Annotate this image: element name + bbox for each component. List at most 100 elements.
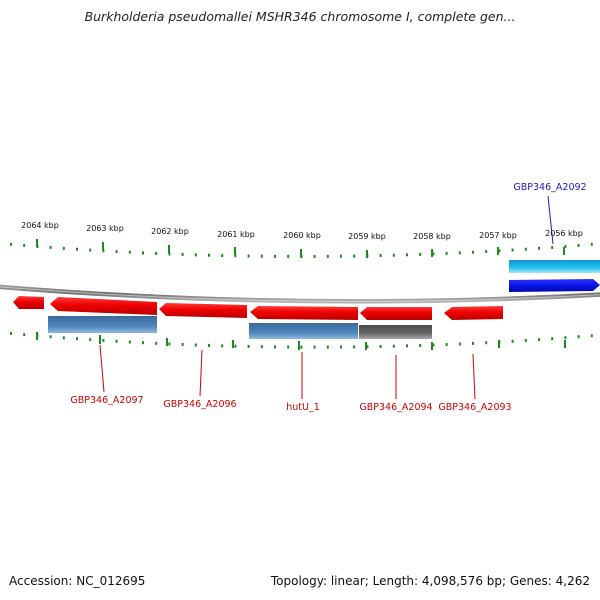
minor-tick	[76, 247, 78, 251]
lower-minor-ticks	[10, 331, 593, 349]
minor-tick	[379, 344, 382, 348]
minor-tick	[287, 345, 290, 349]
minor-tick	[274, 345, 276, 349]
minor-tick	[353, 345, 356, 349]
feature-gene-a2094[interactable]	[360, 307, 432, 320]
minor-tick	[260, 254, 263, 258]
minor-tick	[89, 338, 92, 342]
minor-tick	[458, 342, 461, 346]
tick-2062	[168, 245, 170, 253]
feature-gene-hutu[interactable]	[250, 306, 358, 320]
minor-tick	[392, 344, 395, 348]
tick-2061	[234, 247, 236, 255]
feature-gene-a2092[interactable]	[509, 279, 600, 292]
minor-tick	[353, 254, 356, 258]
tick-label: 2063 kbp	[86, 224, 124, 233]
minor-tick	[115, 339, 118, 343]
upper-tick-row	[10, 239, 593, 258]
minor-tick	[62, 246, 65, 250]
minor-tick	[300, 345, 303, 349]
minor-tick	[181, 343, 184, 346]
minor-tick	[551, 337, 554, 341]
minor-tick	[168, 252, 171, 256]
minor-tick	[89, 248, 92, 252]
tick-label: 2058 kbp	[413, 232, 451, 241]
minor-tick	[340, 345, 342, 349]
minor-tick	[524, 247, 527, 251]
minor-tick	[445, 343, 448, 346]
minor-tick	[551, 245, 554, 249]
minor-tick	[419, 252, 422, 256]
lower-tick-row	[10, 331, 593, 350]
minor-tick	[577, 243, 580, 247]
minor-tick	[472, 250, 474, 254]
label-gbp346-a2096[interactable]: GBP346_A2096	[163, 399, 236, 410]
minor-tick	[326, 254, 329, 258]
minor-tick	[498, 340, 501, 344]
feature-cds-a2097[interactable]	[48, 316, 157, 333]
topology-summary: Topology: linear; Length: 4,098,576 bp; …	[270, 574, 590, 588]
minor-tick	[194, 343, 197, 347]
minor-tick	[102, 339, 105, 342]
label-gbp346-a2092[interactable]: GBP346_A2092	[513, 182, 586, 193]
tick-2064	[36, 239, 38, 247]
minor-tick	[155, 341, 158, 345]
minor-tick	[313, 254, 316, 258]
feature-cds-cyan[interactable]	[509, 260, 600, 273]
tick-label: 2057 kbp	[479, 231, 517, 240]
accession-text: Accession: NC_012695	[9, 574, 146, 588]
minor-tick	[564, 336, 567, 340]
label-gbp346-a2097[interactable]: GBP346_A2097	[70, 395, 143, 406]
minor-tick	[102, 249, 105, 253]
minor-tick	[445, 251, 448, 255]
minor-tick	[432, 252, 435, 256]
minor-tick	[36, 334, 39, 338]
tick-label: 2061 kbp	[217, 230, 255, 239]
minor-tick	[115, 250, 118, 254]
minor-tick	[23, 243, 26, 247]
minor-tick	[313, 345, 316, 349]
tick-2060	[300, 249, 302, 257]
label-hutu-1[interactable]: hutU_1	[286, 402, 320, 413]
minor-tick	[406, 253, 408, 257]
minor-tick	[511, 339, 514, 343]
minor-tick	[208, 253, 210, 257]
tick-2057	[497, 247, 499, 255]
minor-tick	[524, 339, 527, 342]
minor-tick	[128, 250, 131, 254]
minor-tick	[590, 334, 593, 338]
label-gbp346-a2093[interactable]: GBP346_A2093	[438, 402, 511, 413]
minor-tick	[208, 343, 210, 347]
tick-2056	[563, 247, 565, 255]
minor-tick	[194, 253, 197, 257]
feature-pseudo-a2094[interactable]	[359, 325, 432, 339]
feature-gene-a2096[interactable]	[159, 303, 247, 318]
minor-tick	[49, 335, 52, 339]
tick-label: 2064 kbp	[21, 221, 59, 230]
minor-tick	[564, 244, 567, 248]
minor-tick	[458, 251, 461, 255]
upper-minor-ticks	[10, 242, 593, 258]
minor-tick	[142, 251, 144, 255]
minor-tick	[406, 344, 408, 348]
feature-gene-partial[interactable]	[13, 296, 44, 309]
feature-gene-a2093[interactable]	[444, 306, 503, 320]
minor-tick	[590, 242, 593, 246]
tick-label: 2060 kbp	[283, 231, 321, 240]
feature-gene-a2097[interactable]	[50, 297, 157, 315]
minor-tick	[128, 340, 131, 344]
minor-tick	[221, 344, 224, 348]
minor-tick	[49, 245, 52, 249]
minor-tick	[392, 253, 395, 257]
minor-tick	[419, 343, 422, 347]
minor-tick	[221, 254, 224, 258]
minor-tick	[260, 345, 263, 349]
minor-tick	[287, 254, 290, 258]
axis-labels: 2064 kbp 2063 kbp 2062 kbp 2061 kbp 2060…	[21, 221, 583, 241]
minor-tick	[379, 254, 382, 257]
feature-cds-hutu[interactable]	[249, 323, 358, 339]
label-gbp346-a2094[interactable]: GBP346_A2094	[359, 402, 432, 413]
minor-tick	[76, 337, 78, 341]
minor-tick	[538, 338, 540, 342]
